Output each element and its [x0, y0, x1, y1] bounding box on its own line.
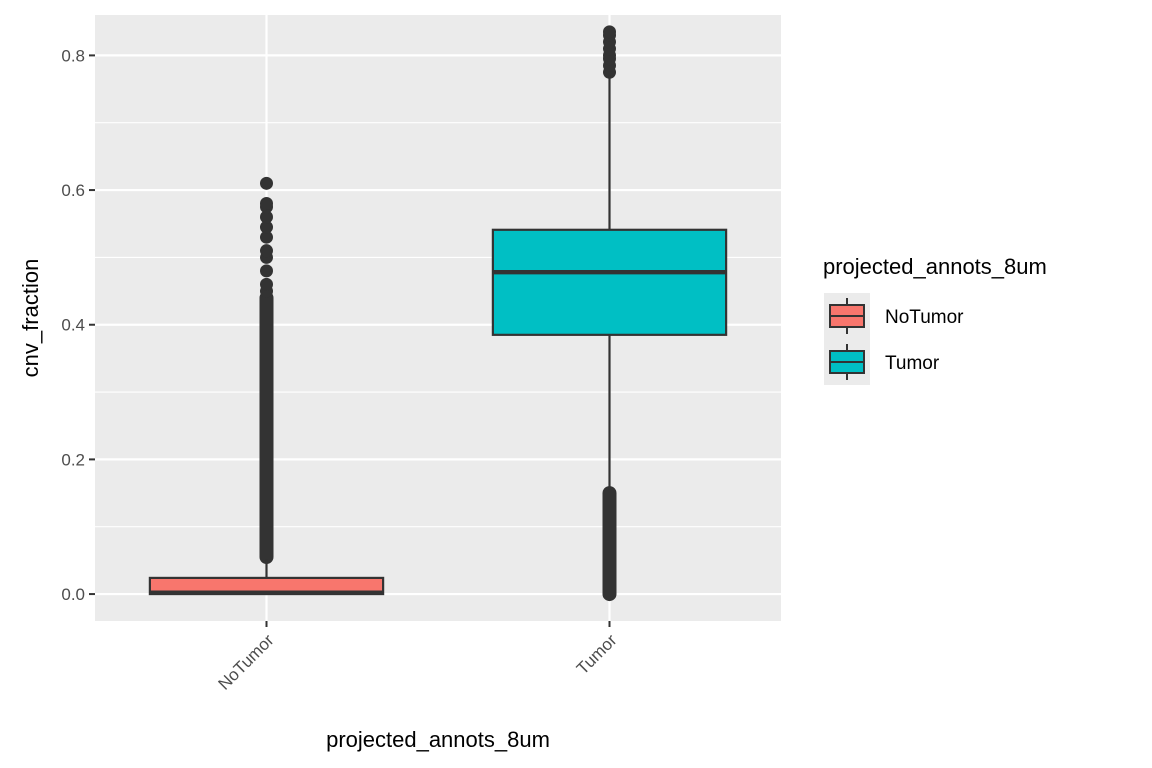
x-tick-label: Tumor: [573, 630, 621, 678]
legend-label: Tumor: [885, 353, 940, 374]
outlier-band: [602, 486, 617, 602]
outlier-point: [260, 210, 273, 224]
y-tick-label: 0.4: [61, 316, 85, 335]
y-tick-label: 0.8: [61, 46, 85, 65]
outlier-band: [259, 290, 274, 565]
outlier-point: [260, 264, 273, 278]
legend: projected_annots_8um NoTumor Tumor: [823, 254, 1047, 385]
y-tick-label: 0.0: [61, 585, 85, 604]
outlier-point: [260, 244, 273, 258]
outlier-point: [260, 176, 273, 190]
legend-title: projected_annots_8um: [823, 254, 1047, 279]
y-tick-label: 0.6: [61, 181, 85, 200]
x-axis-title: projected_annots_8um: [326, 727, 550, 752]
legend-keys: NoTumor Tumor: [824, 293, 964, 385]
outlier-point: [260, 220, 273, 234]
legend-label: NoTumor: [885, 307, 964, 328]
outlier-point: [260, 230, 273, 244]
box-body: [491, 228, 728, 336]
boxes: [148, 25, 728, 602]
legend-key-tumor: Tumor: [824, 339, 940, 385]
y-tick-label: 0.2: [61, 450, 85, 469]
outlier-point: [260, 277, 273, 291]
x-tick-label: NoTumor: [214, 630, 277, 693]
box-tumor: [491, 25, 728, 602]
outlier-point: [260, 197, 273, 211]
legend-key-notumor: NoTumor: [824, 293, 964, 339]
box-notumor: [148, 176, 385, 596]
y-axis-title: cnv_fraction: [18, 259, 43, 378]
outlier-point: [603, 25, 616, 39]
